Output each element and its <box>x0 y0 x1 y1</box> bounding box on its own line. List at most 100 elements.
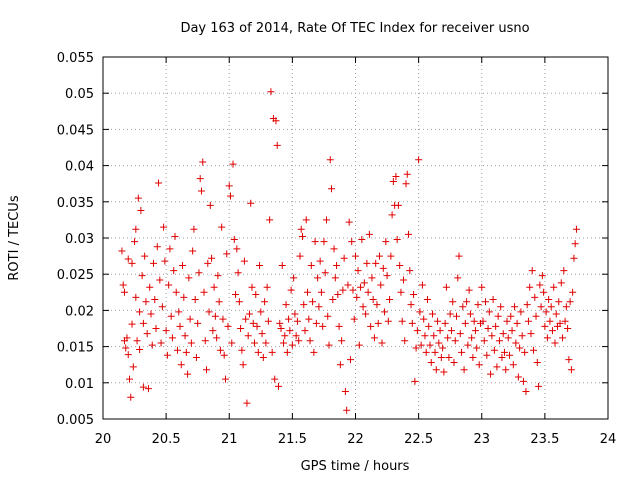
y-tick-label: 0.045 <box>57 123 94 138</box>
data-point <box>336 361 344 369</box>
data-point <box>411 377 419 385</box>
data-point <box>257 308 265 316</box>
data-point <box>128 320 136 328</box>
data-point <box>338 337 346 345</box>
data-point <box>310 348 318 356</box>
data-point <box>205 308 213 316</box>
data-point <box>422 348 430 356</box>
x-tick-label: 24 <box>600 432 617 447</box>
data-point <box>528 267 536 275</box>
data-point <box>268 348 276 356</box>
data-point <box>492 322 500 330</box>
data-point <box>344 281 352 289</box>
data-point <box>233 245 241 253</box>
data-point <box>388 211 396 219</box>
data-point <box>447 327 455 335</box>
data-point <box>346 356 354 364</box>
y-tick-label: 0.01 <box>65 377 94 392</box>
data-point <box>184 370 192 378</box>
data-point <box>470 317 478 325</box>
data-point <box>559 334 567 342</box>
data-point <box>126 375 134 383</box>
data-point <box>446 310 454 318</box>
data-point <box>329 296 337 304</box>
data-points <box>118 88 580 414</box>
data-point <box>157 339 165 347</box>
data-point <box>259 353 267 361</box>
data-point <box>237 325 245 332</box>
data-point <box>348 238 356 246</box>
data-point <box>127 393 135 401</box>
data-point <box>362 310 370 318</box>
data-point <box>234 269 242 277</box>
data-point <box>305 315 313 323</box>
data-point <box>138 272 146 280</box>
data-point <box>253 322 261 330</box>
data-point <box>181 332 189 340</box>
data-point <box>242 315 250 323</box>
data-point <box>187 339 195 347</box>
data-point <box>161 257 169 265</box>
data-point <box>301 327 309 335</box>
data-point <box>319 322 327 330</box>
data-point <box>223 250 231 258</box>
data-point <box>256 262 264 270</box>
data-point <box>287 286 295 294</box>
axis-ticks: 20 20.5 21 21.5 22 22.5 23 23.5 24 0.005 0.01 0.015… <box>57 51 616 447</box>
data-point <box>197 187 205 195</box>
data-point <box>518 332 526 340</box>
data-point <box>123 334 131 342</box>
data-point <box>155 179 163 187</box>
data-point <box>210 283 218 291</box>
data-point <box>463 298 471 306</box>
data-point <box>195 269 203 277</box>
data-point <box>373 301 381 309</box>
data-point <box>537 303 545 311</box>
data-point <box>393 235 401 243</box>
x-tick-label: 21 <box>221 432 238 447</box>
data-point <box>526 283 534 291</box>
data-point <box>360 279 368 287</box>
data-point <box>459 303 467 311</box>
data-point <box>449 298 457 306</box>
data-point <box>368 274 376 282</box>
data-point <box>374 319 382 327</box>
data-point <box>240 257 248 265</box>
data-point <box>454 274 462 282</box>
data-point <box>369 296 377 304</box>
data-point <box>172 288 180 296</box>
data-point <box>548 327 556 335</box>
data-point <box>124 351 132 359</box>
x-tick-label: 22 <box>347 432 364 447</box>
data-point <box>296 252 304 260</box>
data-point <box>271 375 279 383</box>
data-point <box>326 156 334 164</box>
data-point <box>381 308 389 316</box>
data-point <box>165 281 173 289</box>
data-point <box>564 325 572 332</box>
data-point <box>209 327 217 335</box>
data-point <box>566 298 574 306</box>
data-point <box>158 303 166 311</box>
data-point <box>379 264 387 272</box>
data-point <box>550 283 558 291</box>
data-point <box>394 201 402 209</box>
data-point <box>535 382 543 390</box>
data-point <box>201 337 209 345</box>
data-point <box>412 344 420 352</box>
data-point <box>442 283 450 291</box>
data-point <box>418 281 426 289</box>
data-point <box>466 310 474 318</box>
data-point <box>230 235 238 243</box>
data-point <box>249 319 257 327</box>
data-point <box>375 252 383 260</box>
data-point <box>521 348 529 356</box>
data-point <box>471 327 479 335</box>
data-point <box>453 312 460 320</box>
data-point <box>434 317 442 325</box>
data-point <box>354 267 362 275</box>
data-point <box>341 387 349 395</box>
data-point <box>144 385 152 393</box>
data-point <box>175 308 183 316</box>
data-point <box>147 310 155 318</box>
